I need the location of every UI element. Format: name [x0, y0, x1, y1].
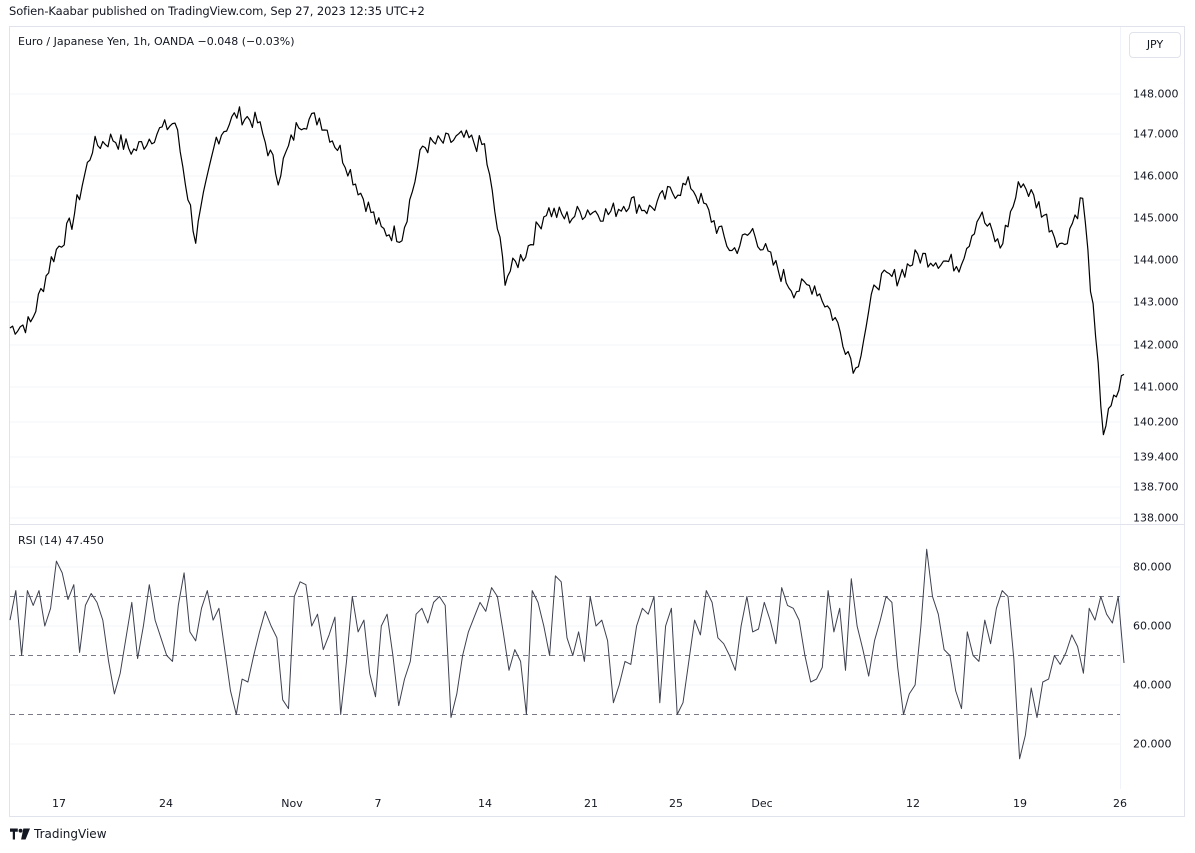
price-tick-label: 142.000: [1133, 338, 1179, 352]
rsi-line: [9, 548, 1125, 760]
tradingview-logo-icon: [10, 828, 30, 840]
rsi-legend[interactable]: RSI (14) 47.450: [18, 534, 104, 547]
time-tick-label: 26: [1113, 797, 1127, 810]
time-tick-label: 19: [1013, 797, 1027, 810]
currency-button[interactable]: JPY: [1129, 32, 1181, 58]
time-tick-label: 17: [52, 797, 66, 810]
time-tick-label: 25: [669, 797, 683, 810]
price-tick-label: 144.000: [1133, 253, 1179, 267]
rsi-tick-label: 40.000: [1133, 678, 1172, 692]
time-tick-label: Nov: [281, 797, 303, 810]
price-line: [9, 106, 1125, 436]
grid-lines: [10, 93, 1120, 745]
price-tick-label: 138.000: [1133, 511, 1179, 525]
price-tick-label: 147.000: [1133, 127, 1179, 141]
brand-name: TradingView: [34, 827, 107, 841]
pane-separator[interactable]: [10, 524, 1184, 525]
footer-brand[interactable]: TradingView: [10, 827, 107, 841]
time-tick-label: 14: [478, 797, 492, 810]
rsi-tick-label: 60.000: [1133, 619, 1172, 633]
price-tick-label: 143.000: [1133, 295, 1179, 309]
time-tick-label: Dec: [751, 797, 773, 810]
price-tick-label: 138.700: [1133, 480, 1179, 494]
rsi-bands: [10, 596, 1120, 715]
time-tick-label: 24: [159, 797, 173, 810]
time-tick-label: 21: [584, 797, 598, 810]
price-tick-label: 148.000: [1133, 87, 1179, 101]
price-axis-separator: [1120, 27, 1121, 789]
publish-info: Sofien-Kaabar published on TradingView.c…: [9, 4, 425, 18]
price-tick-label: 145.000: [1133, 211, 1179, 225]
rsi-tick-label: 20.000: [1133, 737, 1172, 751]
time-tick-label: 12: [906, 797, 920, 810]
symbol-legend[interactable]: Euro / Japanese Yen, 1h, OANDA −0.048 (−…: [18, 35, 295, 48]
rsi-tick-label: 80.000: [1133, 560, 1172, 574]
price-tick-label: 146.000: [1133, 169, 1179, 183]
price-tick-label: 140.200: [1133, 415, 1179, 429]
time-tick-label: 7: [374, 797, 382, 810]
price-tick-label: 139.400: [1133, 450, 1179, 464]
price-tick-label: 141.000: [1133, 380, 1179, 394]
